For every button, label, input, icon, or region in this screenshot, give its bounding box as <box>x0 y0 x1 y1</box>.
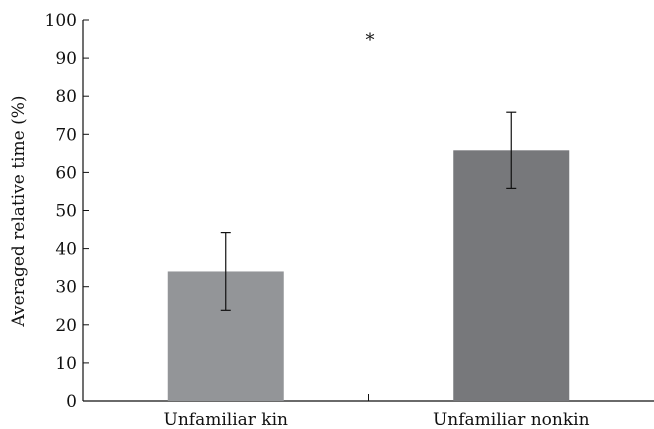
y-tick-label: 60 <box>55 163 77 183</box>
x-category-label: Unfamiliar nonkin <box>433 410 590 429</box>
y-tick-label: 100 <box>45 11 77 31</box>
y-tick-label: 20 <box>55 316 77 336</box>
y-tick-label: 30 <box>55 278 77 298</box>
y-tick-label: 0 <box>66 392 77 412</box>
y-tick-label: 10 <box>55 354 77 374</box>
y-tick-label: 70 <box>55 125 77 145</box>
y-axis-title: Averaged relative time (%) <box>9 95 29 327</box>
bar <box>453 150 570 401</box>
y-tick-label: 50 <box>55 202 77 222</box>
x-category-label: Unfamiliar kin <box>164 410 289 429</box>
y-tick-label: 40 <box>55 240 77 260</box>
significance-marker: * <box>366 30 375 51</box>
plot-area: 0 10 20 30 40 50 60 70 80 90 100 Unfamiliar kin Unfa… <box>45 11 654 429</box>
y-tick-label: 80 <box>55 87 77 107</box>
y-tick-label: 90 <box>55 49 77 69</box>
